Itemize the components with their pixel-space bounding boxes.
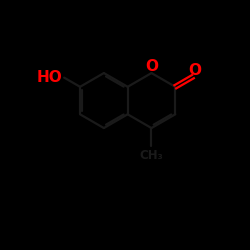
Text: O: O xyxy=(188,63,202,78)
Text: O: O xyxy=(145,59,158,74)
Text: HO: HO xyxy=(37,70,62,85)
Text: CH₃: CH₃ xyxy=(140,150,163,162)
